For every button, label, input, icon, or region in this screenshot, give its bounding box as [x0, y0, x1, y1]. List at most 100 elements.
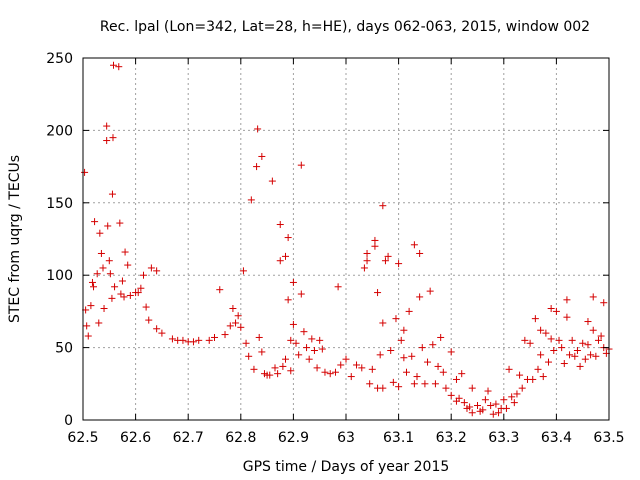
data-point	[410, 241, 418, 249]
x-tick-label: 63.5	[593, 430, 624, 446]
data-point	[250, 365, 258, 373]
data-point	[303, 344, 311, 352]
data-point	[109, 134, 117, 142]
data-point	[384, 252, 392, 260]
data-point	[242, 339, 250, 347]
data-point	[434, 362, 442, 370]
data-point	[120, 293, 128, 301]
data-point	[474, 402, 481, 410]
data-point	[379, 319, 387, 327]
y-tick-labels: 0 50 100 150 200 250	[46, 51, 73, 429]
data-point	[110, 61, 118, 69]
data-point	[211, 333, 218, 341]
grid-lines	[83, 58, 609, 420]
data-point	[413, 373, 421, 381]
data-point	[526, 339, 534, 347]
data-point	[118, 277, 126, 285]
data-point	[545, 358, 553, 366]
data-point	[537, 326, 545, 334]
data-point	[305, 355, 313, 363]
data-point	[381, 257, 389, 265]
data-point	[579, 339, 587, 347]
data-point	[153, 267, 161, 275]
data-point	[274, 370, 282, 378]
x-tick-label: 62.7	[173, 430, 204, 446]
data-point	[234, 312, 242, 320]
data-point	[495, 409, 503, 417]
data-point	[566, 351, 574, 359]
data-point	[597, 332, 605, 340]
x-axis-label: GPS time / Days of year 2015	[243, 459, 450, 475]
data-point	[426, 287, 434, 295]
data-point	[421, 380, 429, 388]
data-point	[555, 336, 563, 344]
x-tick-label: 63.3	[488, 430, 519, 446]
data-point	[468, 384, 476, 392]
data-point	[402, 368, 410, 376]
data-point	[255, 333, 263, 341]
data-point	[87, 302, 95, 310]
data-point	[389, 378, 397, 386]
data-point	[379, 202, 387, 210]
data-point	[366, 380, 374, 388]
data-point	[134, 289, 142, 297]
data-point	[297, 161, 305, 169]
data-point	[418, 344, 426, 352]
data-point	[568, 336, 576, 344]
plot-frame	[82, 57, 610, 421]
data-point	[563, 296, 571, 304]
data-point	[116, 219, 124, 227]
data-point	[316, 336, 324, 344]
data-point	[363, 249, 371, 257]
data-point	[284, 234, 292, 242]
data-point	[168, 335, 176, 343]
data-point	[142, 303, 150, 311]
data-point	[416, 293, 424, 301]
data-point	[258, 348, 266, 356]
data-point	[105, 257, 113, 265]
data-point	[584, 318, 592, 326]
data-point	[189, 338, 197, 346]
data-point	[392, 315, 400, 323]
data-point	[147, 264, 155, 272]
data-point	[458, 370, 466, 378]
data-point	[276, 257, 284, 265]
data-points	[81, 61, 613, 418]
data-point	[232, 319, 240, 327]
data-point	[521, 336, 529, 344]
data-point	[484, 387, 492, 395]
data-point	[254, 125, 262, 133]
data-point	[594, 336, 602, 344]
data-point	[518, 384, 526, 392]
data-point	[81, 168, 89, 176]
x-tick-labels: 62.5 62.6 62.7 62.8 62.9 63 63.1 63.2 63.3 63.4 63…	[67, 430, 624, 446]
data-point	[387, 346, 395, 354]
data-point	[318, 345, 326, 353]
data-point	[121, 248, 129, 256]
data-point	[247, 196, 255, 204]
data-point	[326, 370, 334, 378]
data-point	[531, 315, 539, 323]
data-point	[106, 270, 114, 278]
data-point	[539, 373, 547, 381]
data-point	[139, 271, 147, 279]
data-point	[534, 365, 542, 373]
data-point	[397, 336, 405, 344]
y-tick-label: 0	[64, 413, 73, 429]
data-point	[550, 346, 558, 354]
data-point	[376, 351, 384, 359]
data-point	[88, 278, 96, 286]
data-point	[108, 190, 116, 198]
data-point	[547, 335, 555, 343]
data-point	[137, 284, 145, 292]
data-point	[592, 352, 600, 360]
data-point	[563, 313, 571, 321]
data-point	[529, 375, 537, 383]
data-point	[195, 336, 203, 344]
data-point	[400, 326, 408, 334]
data-point	[258, 152, 266, 160]
data-point	[245, 352, 253, 360]
data-point	[431, 380, 439, 388]
data-point	[282, 252, 290, 260]
